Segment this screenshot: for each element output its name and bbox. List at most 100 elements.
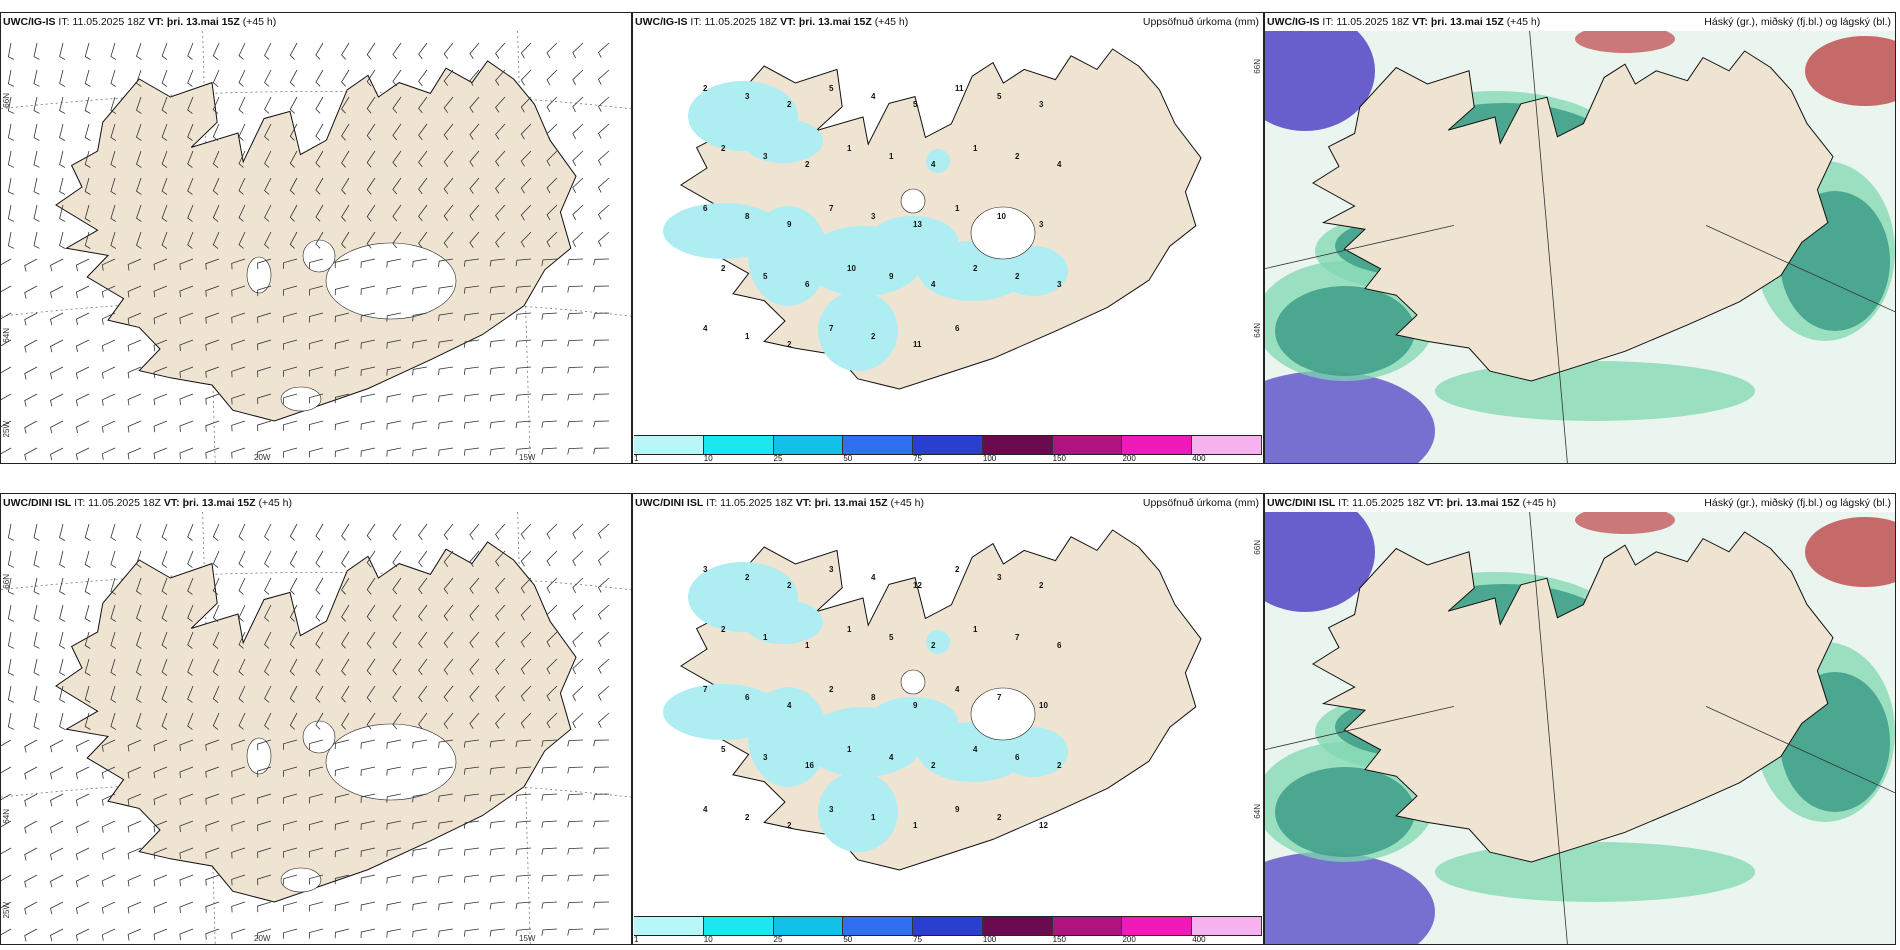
wind-barb	[315, 123, 324, 141]
wind-barb	[1, 285, 12, 293]
wind-barb	[366, 523, 376, 541]
wind-barb	[75, 447, 90, 461]
wind-barb	[360, 901, 376, 911]
precip-value-label: 7	[829, 204, 834, 213]
wind-barb	[231, 393, 246, 405]
colorbar-swatch	[913, 917, 983, 935]
wind-barb	[110, 231, 117, 249]
precip-value-label: 4	[787, 701, 792, 710]
wind-barb	[179, 766, 194, 779]
wind-barb	[366, 123, 376, 141]
wind-barb	[334, 793, 350, 804]
wind-barb	[366, 69, 376, 87]
lead-time: (+45 h)	[874, 16, 909, 28]
precip-area	[748, 206, 828, 306]
colorbar-tick: 75	[913, 454, 923, 463]
wind-barb	[541, 901, 558, 909]
precip-value-label: 4	[703, 805, 708, 814]
wind-barb	[231, 447, 246, 459]
wind-barb	[110, 69, 117, 87]
latitude-line	[1705, 706, 1895, 794]
wind-barb	[315, 69, 324, 87]
wind-barb	[187, 712, 194, 730]
wind-barb	[75, 258, 90, 272]
wind-barb	[489, 420, 506, 429]
wind-barb	[257, 285, 272, 297]
wind-barb	[24, 366, 38, 380]
wind-barb	[438, 258, 454, 268]
wind-barb-map	[1, 512, 631, 944]
colorbar-tick: 25	[773, 454, 783, 463]
wind-barb	[1, 820, 12, 828]
wind-barb	[110, 577, 117, 595]
wind-barb	[136, 658, 142, 676]
wind-barb	[418, 604, 428, 622]
precip-value-label: 1	[973, 625, 978, 634]
wind-barb	[392, 150, 402, 168]
precip-value-label: 1	[973, 144, 978, 153]
graticule	[1265, 31, 1895, 463]
wind-barb	[495, 177, 506, 194]
wind-barb	[341, 69, 350, 87]
wind-barb	[179, 739, 194, 752]
wind-barb	[334, 874, 350, 885]
wind-barb	[463, 447, 480, 456]
wind-barb	[443, 204, 454, 222]
cloud-map-panel-row1: UWC/IG-IS IT: 11.05.2025 18Z VT: þri. 13…	[1264, 12, 1896, 464]
wind-barb	[489, 928, 506, 937]
precip-value-label: 4	[931, 280, 936, 289]
wind-barb	[541, 366, 558, 374]
wind-barb	[360, 766, 376, 776]
wind-barb	[283, 366, 298, 377]
wind-barb	[238, 712, 246, 730]
wind-barb	[101, 820, 116, 833]
wind-barb	[386, 447, 402, 457]
wind-barb	[289, 69, 298, 87]
wind-barb	[257, 447, 272, 459]
wind-barb	[179, 285, 194, 298]
wind-barb	[75, 312, 90, 326]
colorbar-tick: 400	[1192, 935, 1206, 944]
wind-barb	[515, 258, 532, 267]
wind-barb	[489, 339, 506, 348]
wind-barb	[309, 874, 324, 885]
wind-barb	[283, 312, 298, 323]
wind-barb	[546, 550, 558, 567]
wind-barb	[392, 577, 402, 595]
wind-barb	[50, 901, 64, 915]
wind-barb	[50, 874, 64, 888]
valid-time: þri. 13.mai 15Z	[1430, 16, 1504, 28]
wind-barb	[572, 631, 584, 648]
wind-barb	[546, 150, 558, 167]
glacier	[280, 386, 322, 412]
wind-barb	[179, 847, 194, 860]
wind-barb	[179, 258, 194, 271]
wind-barb	[541, 393, 558, 401]
wind-barb	[283, 258, 298, 269]
wind-barb	[515, 928, 532, 937]
model-label: UWC/IG-IS	[635, 16, 688, 28]
longitude-line	[1529, 512, 1568, 944]
glacier	[900, 669, 926, 695]
precip-value-label: 6	[1015, 753, 1020, 762]
wind-barb	[520, 658, 532, 675]
colorbar-tick: 150	[1052, 454, 1067, 463]
wind-barb	[289, 523, 298, 541]
iceland-land	[1312, 50, 1834, 382]
wind-barb	[212, 42, 220, 60]
wind-barb	[341, 523, 350, 541]
wind-barb	[205, 258, 220, 270]
wind-barb	[59, 123, 66, 141]
wind-barb	[59, 604, 66, 622]
wind-barb	[127, 739, 142, 752]
wind-barb	[101, 874, 116, 887]
wind-barb	[495, 231, 506, 248]
precip-value-label: 1	[955, 204, 960, 213]
wind-barb	[341, 685, 350, 703]
wind-barb	[136, 712, 142, 730]
wind-barb	[7, 658, 14, 676]
precip-value-label: 6	[1057, 641, 1062, 650]
wind-barb	[418, 204, 428, 222]
wind-barb	[412, 928, 428, 938]
wind-barb	[1, 258, 12, 266]
